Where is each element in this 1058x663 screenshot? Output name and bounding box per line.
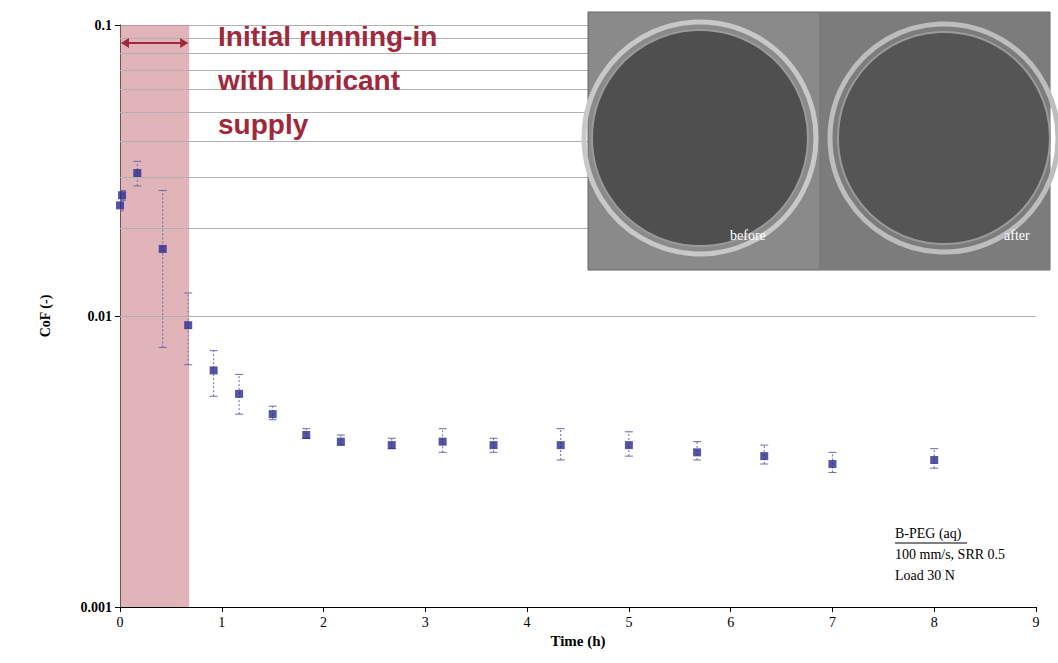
svg-text:Time (h): Time (h) [550, 633, 605, 650]
svg-text:7: 7 [829, 615, 836, 630]
svg-text:2: 2 [320, 615, 327, 630]
svg-text:before: before [730, 228, 766, 243]
svg-text:0.001: 0.001 [81, 600, 113, 615]
svg-text:5: 5 [625, 615, 632, 630]
svg-text:0.01: 0.01 [88, 309, 113, 324]
svg-text:after: after [1004, 228, 1030, 243]
svg-text:CoF (-): CoF (-) [38, 294, 54, 337]
svg-text:100 mm/s, SRR 0.5: 100 mm/s, SRR 0.5 [895, 547, 1005, 562]
svg-text:9: 9 [1033, 615, 1040, 630]
svg-text:4: 4 [524, 615, 531, 630]
svg-text:1: 1 [218, 615, 225, 630]
svg-text:with lubricant: with lubricant [217, 65, 400, 96]
svg-text:3: 3 [422, 615, 429, 630]
svg-text:8: 8 [931, 615, 938, 630]
svg-text:B-PEG (aq): B-PEG (aq) [895, 526, 962, 542]
svg-text:0.1: 0.1 [95, 18, 113, 33]
svg-text:Initial running-in: Initial running-in [218, 21, 437, 52]
svg-text:6: 6 [727, 615, 734, 630]
svg-text:supply: supply [218, 109, 309, 140]
svg-text:0: 0 [117, 615, 124, 630]
svg-text:Load 30 N: Load 30 N [895, 568, 955, 583]
